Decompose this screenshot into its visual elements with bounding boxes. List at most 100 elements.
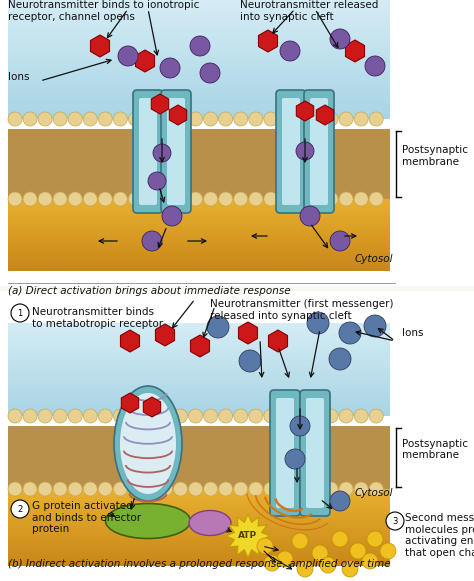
Circle shape xyxy=(53,192,67,206)
Circle shape xyxy=(200,63,220,83)
Circle shape xyxy=(23,112,37,126)
Circle shape xyxy=(354,409,368,423)
Circle shape xyxy=(264,409,278,423)
Circle shape xyxy=(53,112,67,126)
FancyBboxPatch shape xyxy=(161,90,191,213)
Circle shape xyxy=(38,192,52,206)
Circle shape xyxy=(158,409,173,423)
Circle shape xyxy=(332,531,348,547)
Circle shape xyxy=(339,482,353,496)
Circle shape xyxy=(277,551,293,567)
Bar xyxy=(8,426,390,489)
Circle shape xyxy=(264,192,278,206)
Circle shape xyxy=(279,409,293,423)
Polygon shape xyxy=(155,324,174,346)
Circle shape xyxy=(128,192,142,206)
Circle shape xyxy=(330,491,350,511)
Circle shape xyxy=(53,409,67,423)
FancyBboxPatch shape xyxy=(276,90,306,213)
Circle shape xyxy=(296,142,314,160)
Polygon shape xyxy=(191,335,210,357)
Circle shape xyxy=(204,409,218,423)
Circle shape xyxy=(354,192,368,206)
Circle shape xyxy=(23,482,37,496)
Circle shape xyxy=(369,192,383,206)
Ellipse shape xyxy=(189,511,231,536)
Circle shape xyxy=(83,482,97,496)
Circle shape xyxy=(369,409,383,423)
Circle shape xyxy=(189,409,202,423)
Circle shape xyxy=(369,112,383,126)
Circle shape xyxy=(234,112,248,126)
Text: 2: 2 xyxy=(18,504,23,514)
Circle shape xyxy=(294,482,308,496)
Circle shape xyxy=(162,206,182,226)
Circle shape xyxy=(354,112,368,126)
Text: Ions: Ions xyxy=(402,328,423,338)
Circle shape xyxy=(234,482,248,496)
Polygon shape xyxy=(120,330,139,352)
Circle shape xyxy=(279,112,293,126)
Circle shape xyxy=(324,409,338,423)
FancyBboxPatch shape xyxy=(282,98,300,205)
Polygon shape xyxy=(143,397,161,417)
Text: Postsynaptic
membrane: Postsynaptic membrane xyxy=(402,145,468,167)
Circle shape xyxy=(113,409,128,423)
Bar xyxy=(0,291,474,581)
Polygon shape xyxy=(238,322,257,344)
Circle shape xyxy=(68,409,82,423)
Circle shape xyxy=(98,192,112,206)
FancyBboxPatch shape xyxy=(139,98,157,205)
Circle shape xyxy=(290,416,310,436)
Circle shape xyxy=(279,192,293,206)
Circle shape xyxy=(173,112,188,126)
Text: Cytosol: Cytosol xyxy=(355,254,393,264)
Text: Postsynaptic
membrane: Postsynaptic membrane xyxy=(402,439,468,460)
FancyBboxPatch shape xyxy=(276,398,294,508)
Circle shape xyxy=(128,482,142,496)
Circle shape xyxy=(249,482,263,496)
Circle shape xyxy=(144,482,157,496)
Text: Ions: Ions xyxy=(8,72,29,82)
Circle shape xyxy=(300,206,320,226)
Circle shape xyxy=(158,112,173,126)
Polygon shape xyxy=(296,101,314,121)
Circle shape xyxy=(342,561,358,577)
Circle shape xyxy=(204,112,218,126)
Circle shape xyxy=(189,112,202,126)
Circle shape xyxy=(330,29,350,49)
Circle shape xyxy=(324,112,338,126)
Polygon shape xyxy=(136,50,155,72)
Circle shape xyxy=(158,192,173,206)
Circle shape xyxy=(369,482,383,496)
Circle shape xyxy=(219,409,233,423)
Circle shape xyxy=(234,192,248,206)
Circle shape xyxy=(98,409,112,423)
Circle shape xyxy=(249,112,263,126)
Circle shape xyxy=(23,192,37,206)
Circle shape xyxy=(83,112,97,126)
Circle shape xyxy=(320,557,336,573)
Circle shape xyxy=(83,409,97,423)
Polygon shape xyxy=(258,30,277,52)
Ellipse shape xyxy=(120,393,176,494)
Circle shape xyxy=(339,112,353,126)
Polygon shape xyxy=(268,330,288,352)
Circle shape xyxy=(307,312,329,334)
Circle shape xyxy=(113,482,128,496)
Circle shape xyxy=(207,316,229,338)
Polygon shape xyxy=(316,105,334,125)
Circle shape xyxy=(386,512,404,530)
Circle shape xyxy=(189,482,202,496)
Circle shape xyxy=(53,482,67,496)
Text: Cytosol: Cytosol xyxy=(355,488,393,498)
Circle shape xyxy=(158,482,173,496)
Circle shape xyxy=(189,192,202,206)
Circle shape xyxy=(297,561,313,577)
Circle shape xyxy=(38,112,52,126)
Polygon shape xyxy=(121,393,139,413)
Text: 1: 1 xyxy=(18,309,23,317)
Circle shape xyxy=(98,112,112,126)
Circle shape xyxy=(144,192,157,206)
Bar xyxy=(8,129,390,199)
